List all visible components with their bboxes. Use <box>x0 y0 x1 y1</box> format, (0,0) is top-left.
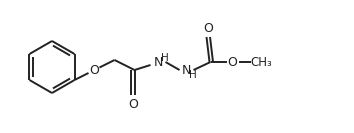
Text: O: O <box>128 97 138 111</box>
Text: H: H <box>161 53 169 63</box>
Text: CH₃: CH₃ <box>251 55 272 68</box>
Text: H: H <box>189 70 196 80</box>
Text: O: O <box>90 63 99 76</box>
Text: O: O <box>204 22 213 36</box>
Text: N: N <box>154 55 163 68</box>
Text: N: N <box>182 63 191 76</box>
Text: O: O <box>228 55 238 68</box>
